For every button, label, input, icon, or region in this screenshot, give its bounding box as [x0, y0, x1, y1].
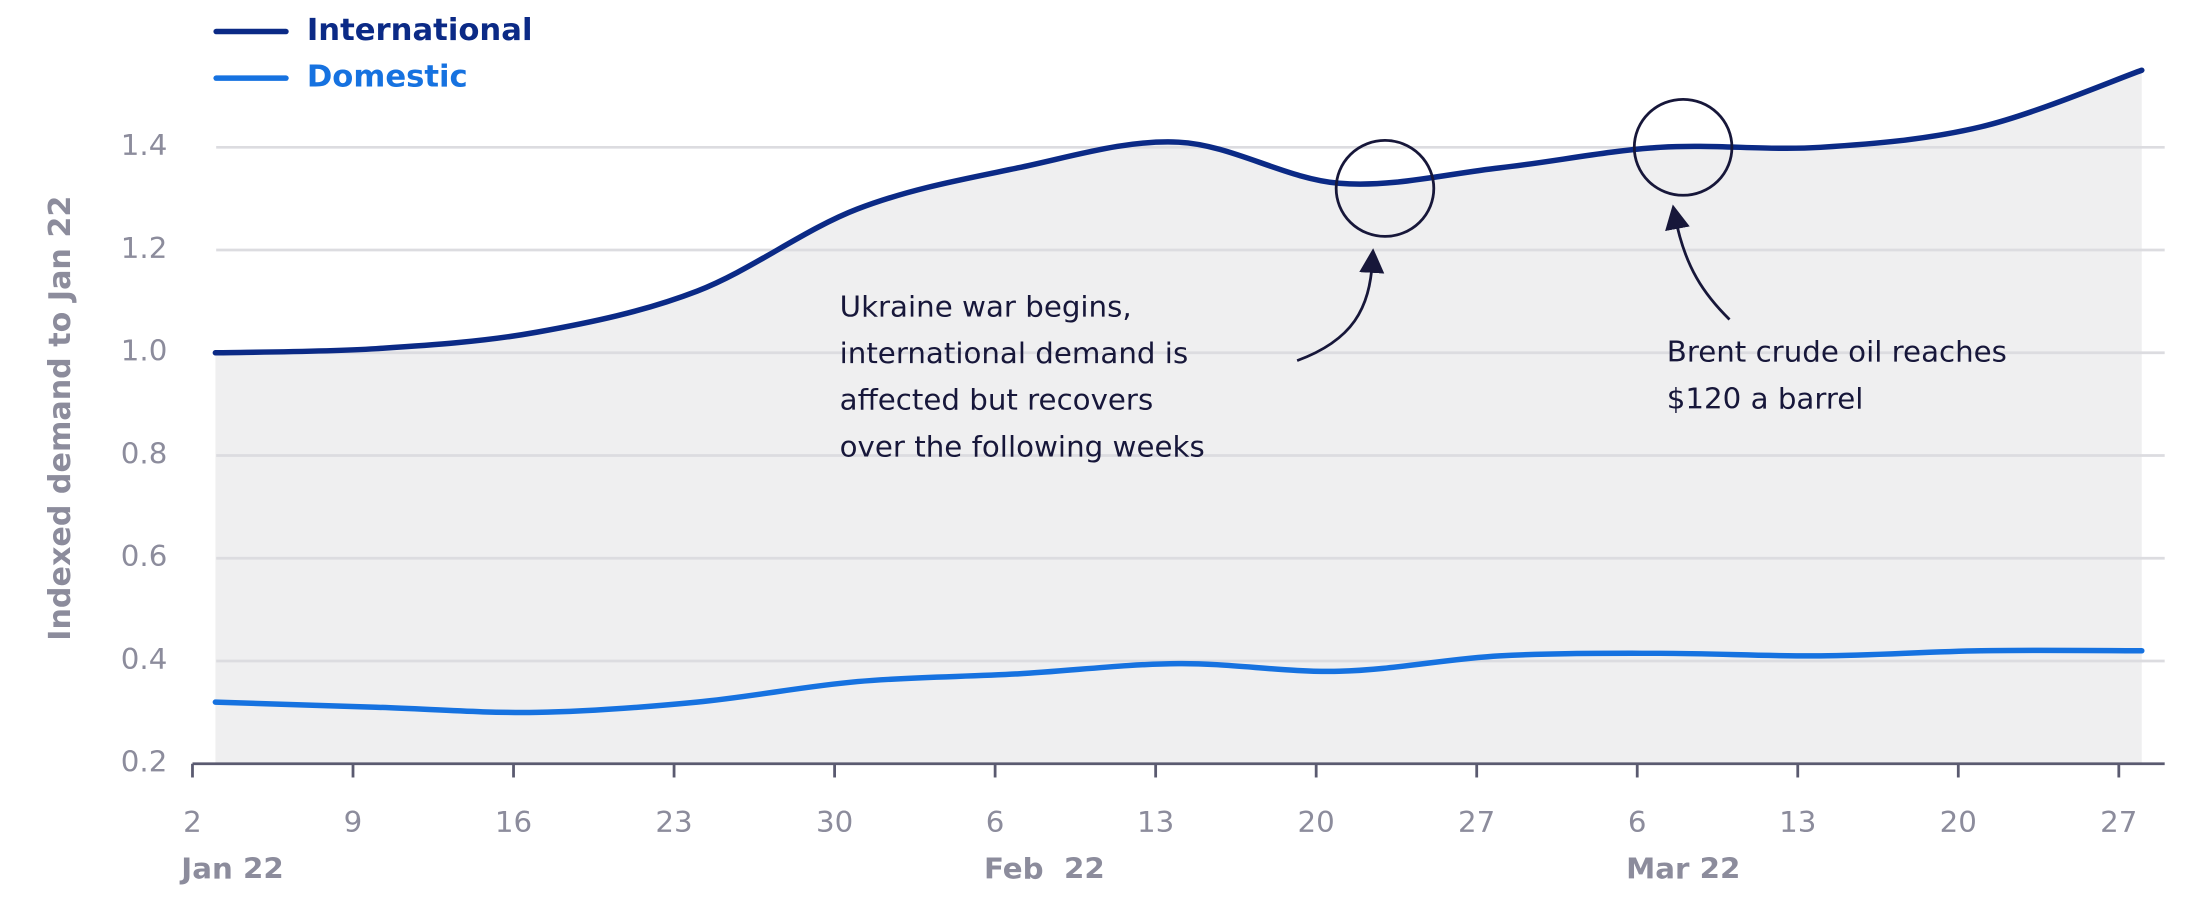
x-tick-label: 13 — [1137, 805, 1174, 839]
x-tick-label: 27 — [2100, 805, 2137, 839]
y-tick-label: 0.4 — [121, 642, 168, 676]
x-tick-label: 9 — [344, 805, 363, 839]
y-tick-label: 1.4 — [121, 128, 168, 162]
x-tick-label: 2 — [183, 805, 202, 839]
annotation-circle — [1632, 97, 1734, 197]
x-tick-label: 20 — [1298, 805, 1335, 839]
annotation-text: $120 a barrel — [1667, 382, 1864, 416]
x-tick-label: 23 — [655, 805, 692, 839]
annotation-text: Brent crude oil reaches — [1667, 335, 2007, 369]
y-axis-label: Indexed demand to Jan 22 — [43, 196, 78, 641]
y-tick-label: 1.0 — [121, 334, 168, 368]
line — [212, 67, 2145, 356]
x-tick-label: 16 — [495, 805, 532, 839]
y-tick-label: 0.8 — [121, 437, 168, 471]
arrow — [1296, 248, 1385, 362]
annotation-text: international demand is — [840, 336, 1189, 370]
annotation-text: Ukraine war begins, — [840, 290, 1132, 324]
x-tick-label: 27 — [1458, 805, 1495, 839]
line-layer — [212, 67, 2145, 716]
y-tick-label: 0.2 — [121, 745, 168, 779]
line — [212, 647, 2145, 716]
area-layer — [215, 70, 2142, 764]
annotation-circle — [1334, 139, 1436, 238]
x-tick-label: 6 — [1628, 805, 1647, 839]
area — [215, 70, 2142, 764]
x-tick-label: 6 — [986, 805, 1005, 839]
arrow — [1665, 204, 1731, 321]
y-tick-label: 1.2 — [121, 231, 168, 265]
month-label: Jan 22 — [179, 852, 283, 886]
x-tick-label: 20 — [1940, 805, 1977, 839]
x-tick-label: 30 — [816, 805, 853, 839]
month-label: Feb 22 — [984, 852, 1105, 886]
grid-layer — [191, 145, 2165, 778]
y-tick-label: 0.6 — [121, 539, 168, 573]
annotation-text: affected but recovers — [840, 383, 1154, 417]
legend-label: Domestic — [307, 60, 468, 95]
legend-label: International — [307, 13, 533, 48]
annotation-text: over the following weeks — [840, 430, 1205, 464]
month-label: Mar 22 — [1626, 852, 1740, 886]
x-tick-label: 13 — [1779, 805, 1816, 839]
